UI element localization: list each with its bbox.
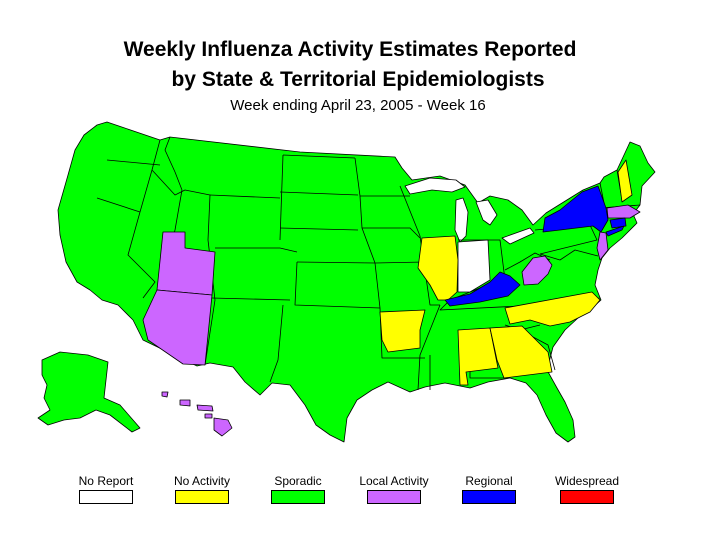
state-long-island[interactable] (605, 225, 625, 237)
legend-label-regional: Regional (465, 474, 513, 488)
legend-label-local-activity: Local Activity (359, 474, 429, 488)
legend-no-activity: No Activity (147, 474, 257, 504)
legend-swatch-sporadic (271, 490, 325, 504)
map-title-line-2: by State & Territorial Epidemiologists (171, 68, 545, 91)
state-connecticut[interactable] (609, 217, 627, 229)
state-arkansas[interactable] (379, 309, 426, 353)
legend-sporadic: Sporadic (243, 474, 353, 504)
legend-swatch-local-activity (367, 490, 421, 504)
map-title: Weekly Influenza Activity Estimates Repo… (123, 38, 577, 61)
legend-swatch-widespread (560, 490, 614, 504)
state-alaska[interactable] (37, 351, 141, 433)
state-new-jersey[interactable] (596, 231, 609, 261)
map-subtitle: Week ending April 23, 2005 - Week 16 (230, 97, 486, 114)
state-kentucky[interactable] (444, 271, 521, 307)
legend-no-report: No Report (51, 474, 161, 504)
state-hawaii[interactable] (161, 391, 233, 437)
lake-huron (475, 199, 498, 226)
state-massachusetts[interactable] (606, 204, 641, 219)
legend-label-widespread: Widespread (554, 474, 620, 488)
state-north-carolina[interactable] (504, 291, 601, 327)
legend-regional: Regional (434, 474, 544, 504)
state-west-virginia[interactable] (521, 255, 553, 286)
legend-local-activity: Local Activity (339, 474, 449, 504)
state-new-york[interactable] (542, 185, 609, 233)
legend-label-sporadic: Sporadic (274, 474, 322, 488)
lake-erie (501, 227, 535, 245)
state-arizona[interactable] (142, 289, 213, 366)
legend-swatch-no-activity (175, 490, 229, 504)
legend-widespread: Widespread (532, 474, 642, 504)
legend-swatch-regional (462, 490, 516, 504)
lake-superior (404, 177, 466, 195)
legend-swatch-no-report (79, 490, 133, 504)
state-new-hampshire[interactable] (617, 159, 633, 203)
legend-label-no-report: No Report (78, 474, 134, 488)
state-georgia[interactable] (489, 325, 553, 379)
lake-michigan (454, 197, 469, 243)
state-indiana[interactable] (457, 239, 491, 293)
legend-label-no-activity: No Activity (173, 474, 230, 488)
